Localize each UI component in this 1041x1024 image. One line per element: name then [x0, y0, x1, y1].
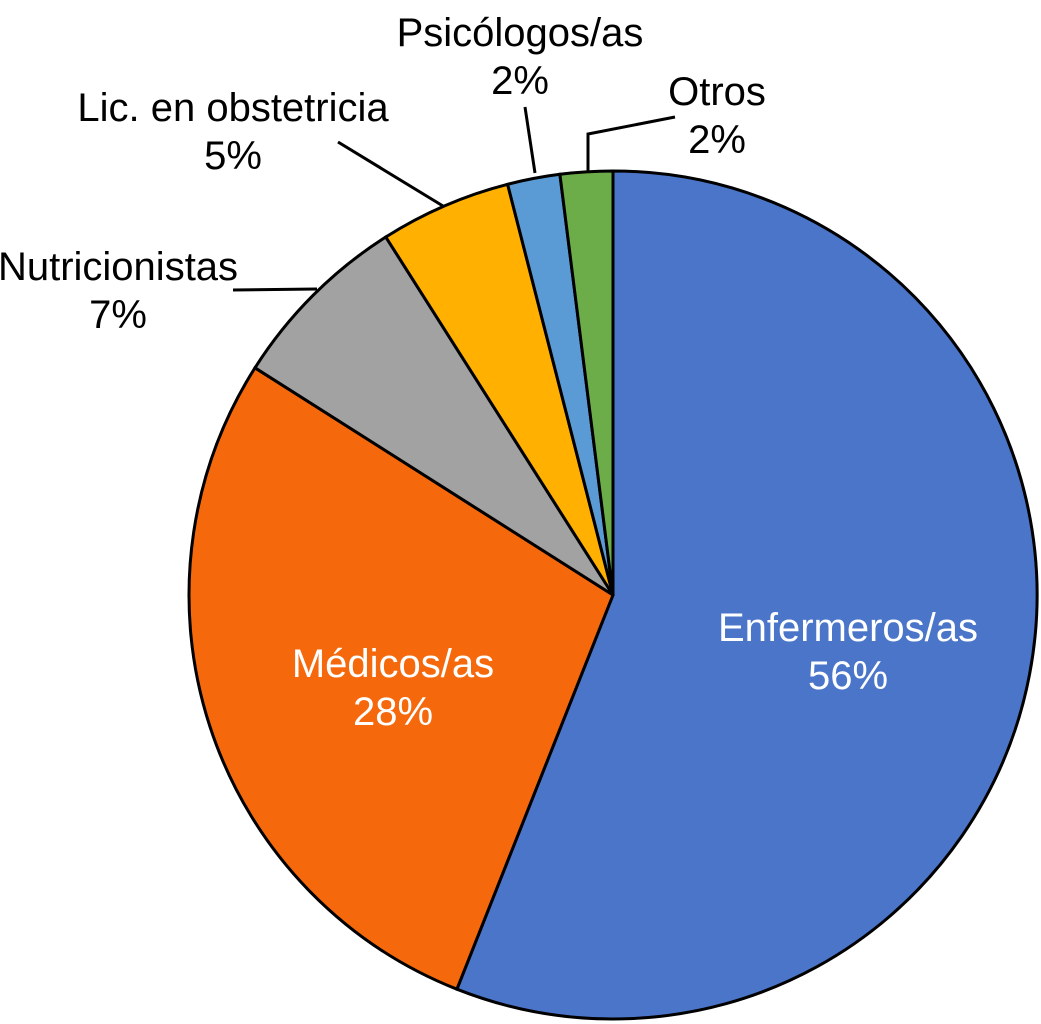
leader-line-4 [523, 106, 537, 174]
slice-label-5-line-1: 2% [688, 118, 746, 162]
pie-slice-1 [187, 365, 615, 992]
slice-label-0-line-1: 56% [808, 654, 888, 698]
slice-label-1-line-1: 28% [353, 690, 433, 734]
slice-label-0-line-0: Enfermeros/as [718, 606, 978, 650]
slice-label-1-line-0: Médicos/as [292, 642, 494, 686]
pie-slice-0 [454, 169, 1039, 1021]
leader-line-3 [337, 140, 444, 208]
slice-label-4-line-1: 2% [491, 59, 549, 103]
pie-slice-2 [252, 234, 615, 597]
slice-label-3-line-1: 5% [204, 134, 262, 178]
slice-label-5-line-0: Otros [668, 70, 766, 114]
pie-slice-5 [558, 169, 615, 596]
slice-label-4-line-0: Psicólogos/as [397, 11, 644, 55]
slice-label-2-line-1: 7% [89, 293, 147, 337]
leader-line-5 [586, 115, 676, 172]
leader-line-2 [232, 287, 318, 292]
slice-label-3-line-0: Lic. en obstetricia [77, 86, 389, 130]
slice-label-2-line-0: Nutricionistas [0, 245, 238, 289]
